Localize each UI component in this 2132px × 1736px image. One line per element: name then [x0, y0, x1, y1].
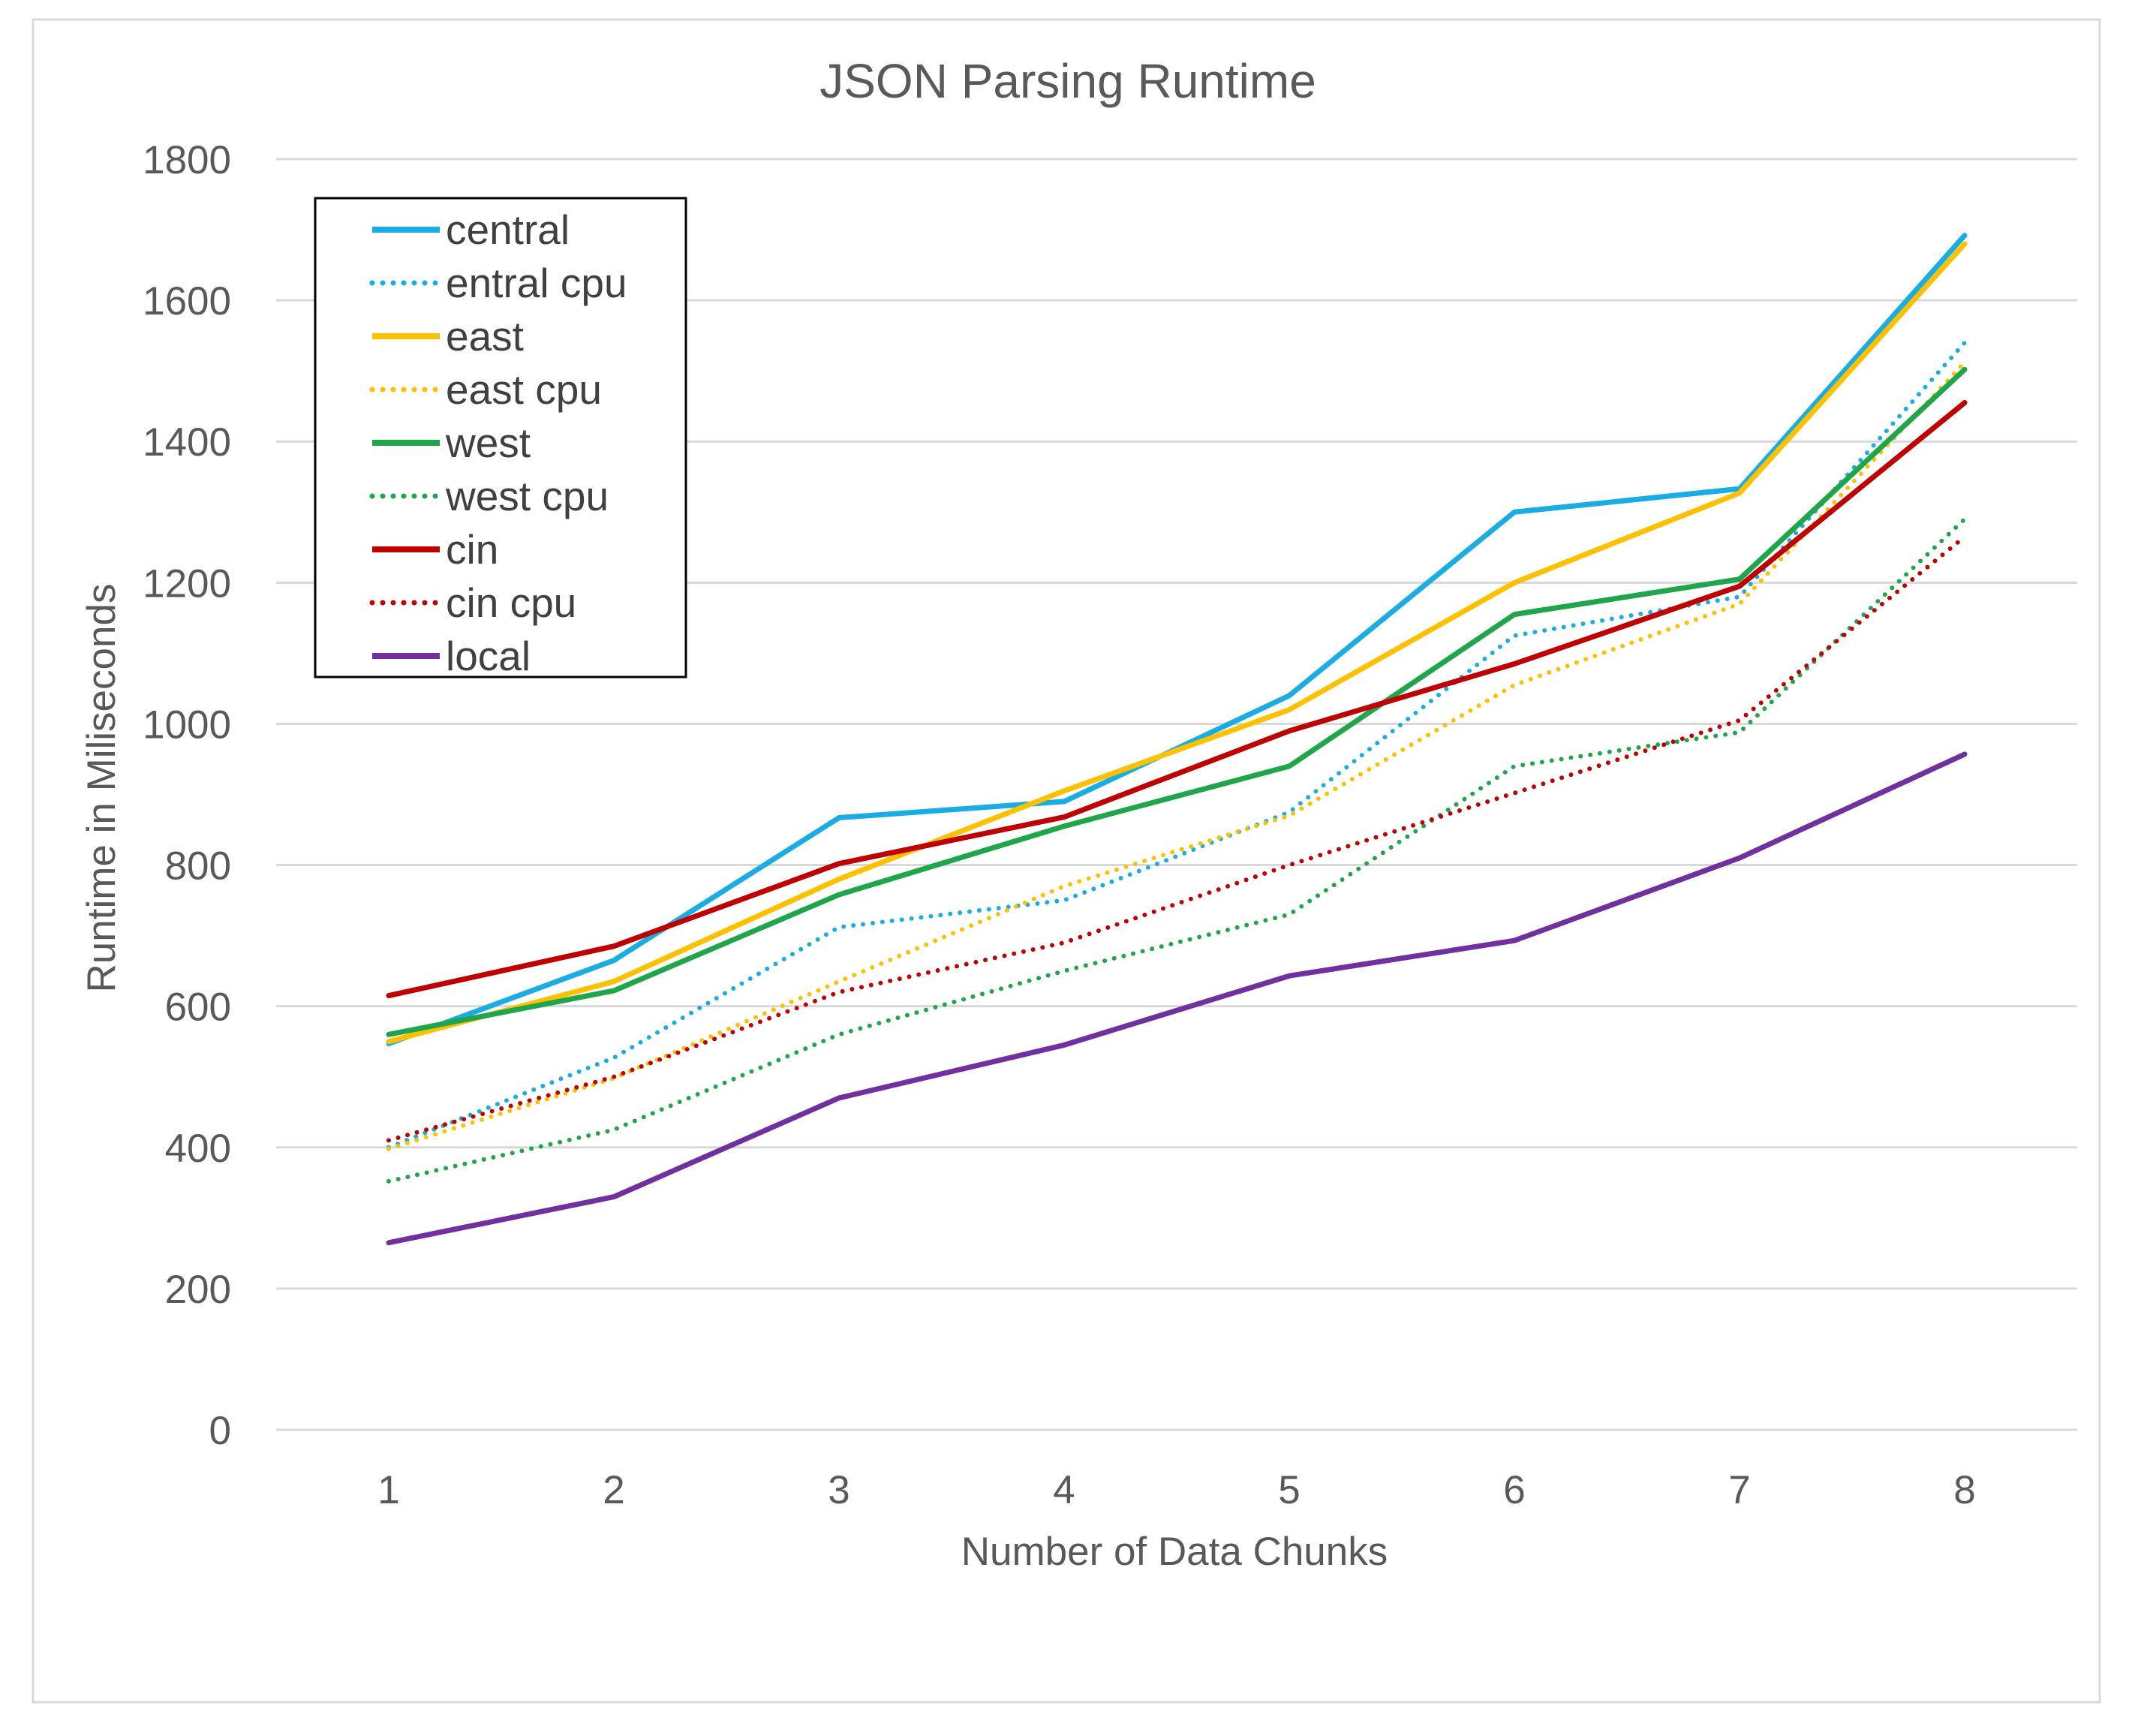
- y-axis-ticks: 0 200 400 600 800 1000 1200 1400 1600 1800: [143, 138, 231, 1453]
- series-line-west: [386, 366, 1968, 1037]
- series-line-entral-cpu: [386, 340, 1967, 1150]
- legend: central entral cpu east east cpu west west cp…: [314, 197, 687, 679]
- legend-label-local: local: [446, 633, 531, 679]
- x-tick-label: 6: [1503, 1468, 1525, 1512]
- x-axis-title: Number of Data Chunks: [961, 1530, 1388, 1574]
- legend-label-cin-cpu: cin cpu: [446, 579, 576, 626]
- x-tick-label: 3: [828, 1468, 849, 1512]
- x-axis-ticks: 1 2 3 4 5 6 7 8: [377, 1468, 1975, 1512]
- y-tick-label: 1800: [143, 138, 231, 182]
- legend-label-east-cpu: east cpu: [446, 366, 602, 413]
- y-tick-label: 0: [209, 1409, 231, 1453]
- y-tick-label: 1600: [143, 279, 231, 323]
- y-axis-title: Runtime in Miliseconds: [80, 584, 124, 993]
- series-line-local: [386, 751, 1968, 1246]
- series-lines: [386, 233, 1968, 1246]
- series-line-east: [386, 241, 1968, 1045]
- y-tick-label: 600: [165, 985, 231, 1030]
- series-line-west-cpu: [386, 516, 1967, 1184]
- legend-label-west: west: [445, 420, 531, 466]
- legend-label-east: east: [446, 313, 524, 360]
- series-line-cin: [386, 399, 1968, 999]
- legend-label-cin: cin: [446, 526, 498, 573]
- x-tick-label: 5: [1278, 1468, 1300, 1512]
- y-tick-label: 1200: [143, 561, 231, 606]
- legend-label-west-cpu: west cpu: [445, 473, 609, 519]
- y-tick-label: 1000: [143, 703, 231, 747]
- y-tick-label: 400: [165, 1127, 231, 1171]
- x-tick-label: 4: [1053, 1468, 1075, 1512]
- y-tick-label: 800: [165, 844, 231, 889]
- legend-box: [314, 197, 687, 678]
- legend-label-central: central: [446, 206, 570, 253]
- chart-title: JSON Parsing Runtime: [819, 54, 1316, 108]
- y-tick-label: 1400: [143, 420, 231, 465]
- x-tick-label: 2: [603, 1468, 624, 1512]
- x-tick-label: 1: [377, 1468, 399, 1512]
- y-tick-label: 200: [165, 1268, 231, 1312]
- legend-label-entral-cpu: entral cpu: [446, 260, 627, 306]
- x-tick-label: 7: [1728, 1468, 1750, 1512]
- x-tick-label: 8: [1953, 1468, 1975, 1512]
- series-line-cin-cpu: [386, 534, 1967, 1143]
